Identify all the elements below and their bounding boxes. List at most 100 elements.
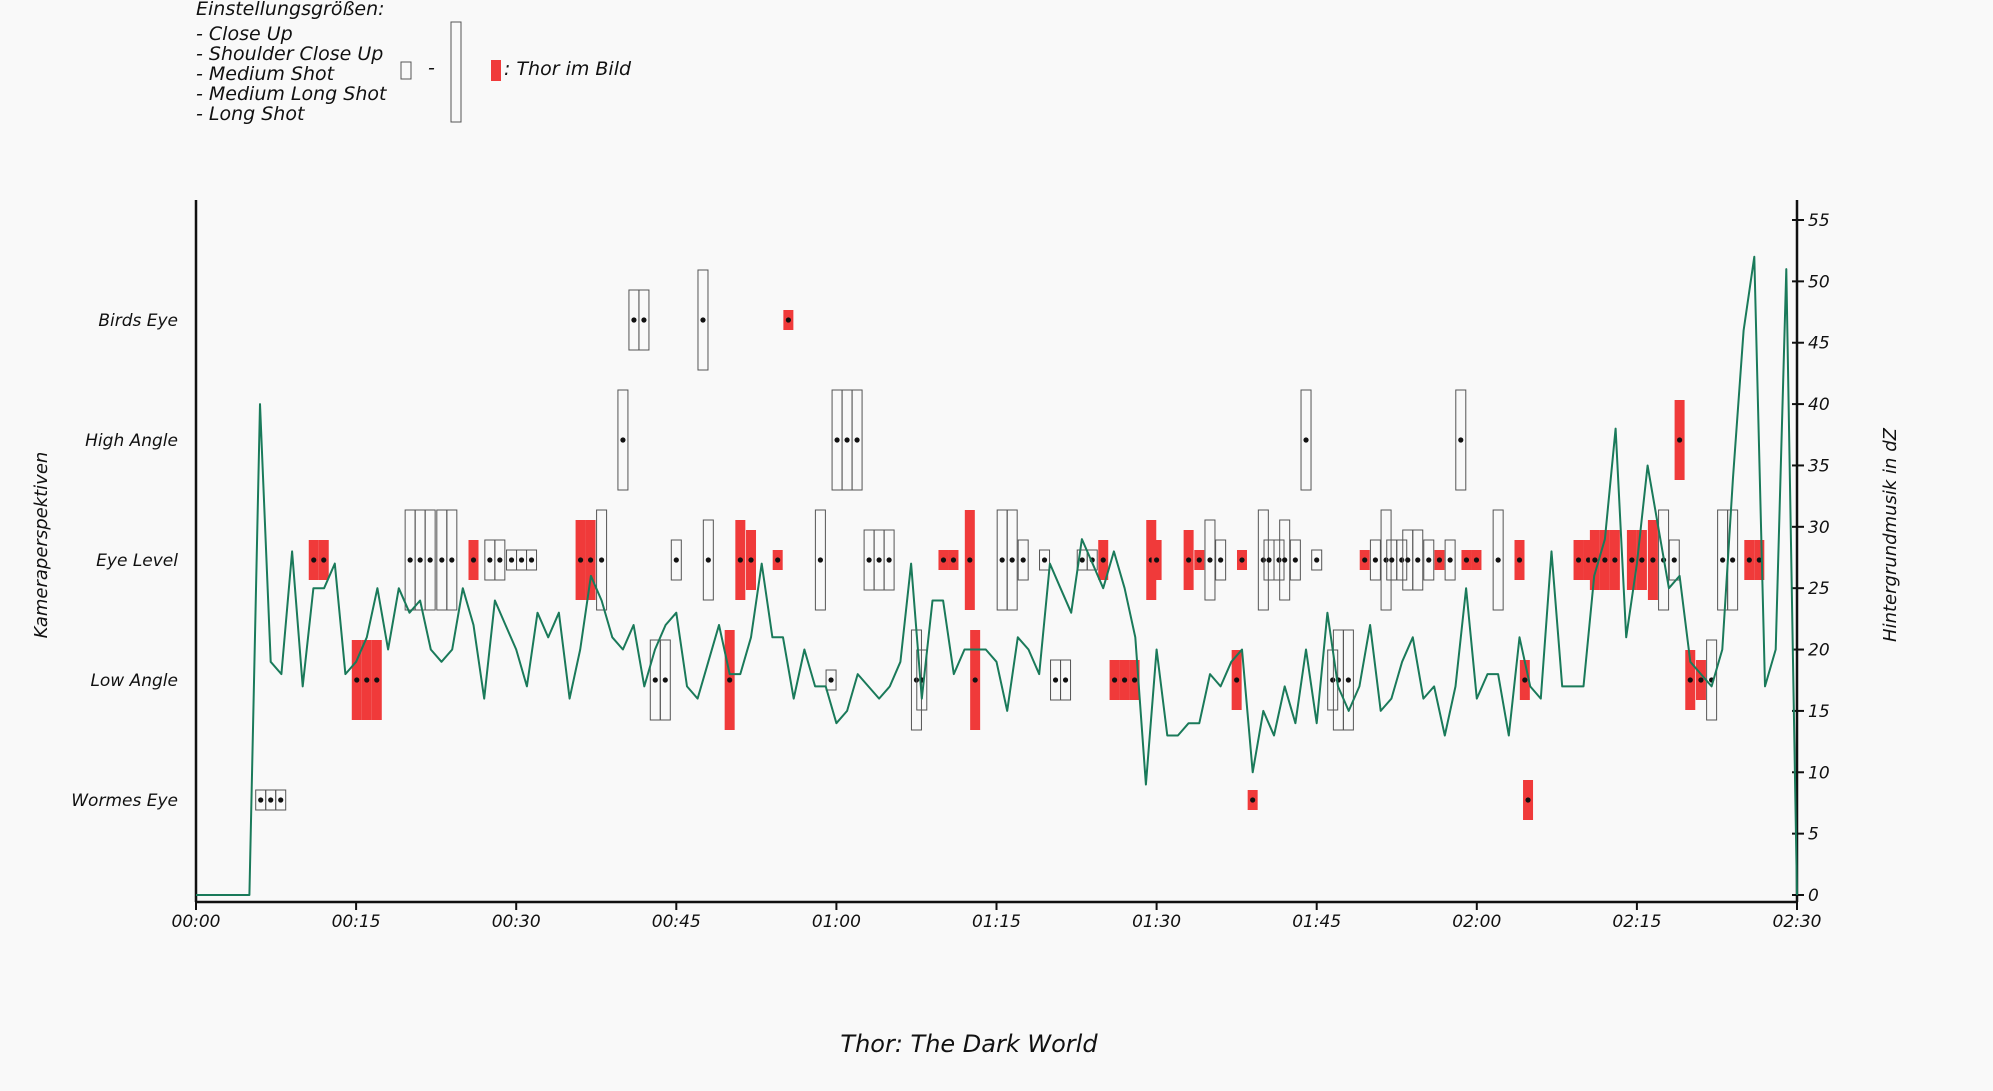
shot-dot <box>1629 557 1635 563</box>
shot-group <box>1039 549 1051 571</box>
shot-group <box>1247 790 1258 810</box>
shot-dot <box>1020 557 1026 563</box>
legend-size-item: - Medium Shot <box>196 63 336 85</box>
legend-size-item: - Long Shot <box>196 103 306 125</box>
shot-dot <box>1585 557 1592 563</box>
shot-group <box>970 630 981 730</box>
music-series <box>196 255 1798 896</box>
shot-dot <box>1260 557 1266 563</box>
shot-dot <box>673 557 679 563</box>
right-y-axis-title: Hintergrundmusik in dZ <box>1880 427 1901 642</box>
shot-dot <box>1458 437 1464 443</box>
category-label: Low Angle <box>90 671 178 691</box>
shot-dot <box>1121 677 1128 683</box>
shot-dot <box>737 557 743 563</box>
shot-group <box>1589 530 1620 590</box>
shot-dot <box>407 557 413 563</box>
shot-box <box>1086 549 1098 571</box>
shot-dot <box>844 437 850 443</box>
shot-dot <box>1687 677 1693 683</box>
legend-size-item: - Medium Long Shot <box>196 83 388 105</box>
shot-dot <box>700 317 706 323</box>
shot-dot <box>999 557 1005 563</box>
shot-dot <box>449 557 455 563</box>
shot-dot <box>854 437 860 443</box>
y-tick-label: 0 <box>1808 886 1819 906</box>
right-y-ticks: 0 5 10 15 20 25 30 35 40 45 50 55 <box>1792 211 1830 906</box>
shot-dot <box>1186 557 1192 563</box>
shot-group <box>1017 539 1029 581</box>
legend-size-list: - Close Up- Shoulder Close Up- Medium Sh… <box>196 23 388 125</box>
chart-title: Thor: The Dark World <box>840 1030 1098 1058</box>
category-label: Birds Eye <box>98 311 178 331</box>
shot-dot <box>1362 557 1368 563</box>
shot-dot <box>417 557 423 563</box>
shot-group <box>996 509 1018 611</box>
shot-dot <box>1602 557 1608 563</box>
x-tick-label: 01:45 <box>1292 912 1341 932</box>
shot-dot <box>641 317 647 323</box>
shot-box <box>1300 389 1312 491</box>
shot-group <box>1386 539 1408 581</box>
shot-box <box>1444 539 1456 581</box>
shot-dot <box>1698 677 1704 683</box>
shot-group <box>1523 780 1534 820</box>
axes <box>194 200 1799 904</box>
shot-dot <box>1522 677 1528 683</box>
shot-dot <box>972 677 978 683</box>
shot-dot <box>374 677 380 683</box>
shot-dot <box>662 677 668 683</box>
shot-dot <box>1676 437 1683 443</box>
shot-group <box>1744 540 1765 580</box>
shot-dot <box>886 557 892 563</box>
y-tick-label: 20 <box>1808 641 1830 661</box>
shot-dot <box>1154 557 1160 563</box>
shot-dot <box>876 557 882 563</box>
shot-group <box>772 550 783 570</box>
shot-dot <box>470 557 477 563</box>
legend-large-box <box>450 21 462 123</box>
shot-box <box>1204 519 1216 601</box>
shot-dot <box>1399 557 1405 563</box>
y-tick-label: 15 <box>1808 702 1830 722</box>
shot-group <box>575 520 596 600</box>
shot-dot <box>311 557 317 563</box>
y-tick-label: 10 <box>1808 763 1830 783</box>
shot-box <box>883 529 895 591</box>
shot-group <box>670 539 682 581</box>
shot-group <box>1455 389 1467 491</box>
shot-group <box>938 550 959 570</box>
shot-dot <box>1314 557 1320 563</box>
shot-box <box>851 389 863 491</box>
shot-dot <box>940 557 947 563</box>
x-tick-label: 01:30 <box>1132 912 1181 932</box>
shot-dot <box>631 317 637 323</box>
shot-dot <box>1239 557 1245 563</box>
shot-group <box>1519 660 1530 700</box>
shot-group <box>308 540 329 580</box>
shot-dot <box>967 557 973 563</box>
shot-group <box>1300 389 1312 491</box>
shot-dot <box>1218 557 1224 563</box>
shot-group <box>1685 650 1696 710</box>
shot-group <box>1279 519 1291 601</box>
y-tick-label: 30 <box>1808 518 1830 538</box>
shot-group <box>1706 639 1718 721</box>
x-tick-label: 02:30 <box>1773 912 1822 932</box>
shot-dot <box>1639 557 1645 563</box>
y-tick-label: 5 <box>1808 825 1819 845</box>
shot-dot <box>1415 557 1421 563</box>
shot-group <box>436 509 458 611</box>
shot-dot <box>1426 557 1432 563</box>
shot-dot <box>1746 557 1752 563</box>
shot-box <box>825 669 837 691</box>
shot-group <box>746 530 757 590</box>
shot-group <box>1289 539 1301 581</box>
shot-group <box>1050 659 1072 701</box>
shot-dot <box>278 797 284 803</box>
shot-group <box>1359 550 1370 570</box>
legend-small-box <box>400 61 412 80</box>
shot-dot <box>1079 557 1085 563</box>
shot-dot <box>866 557 872 563</box>
